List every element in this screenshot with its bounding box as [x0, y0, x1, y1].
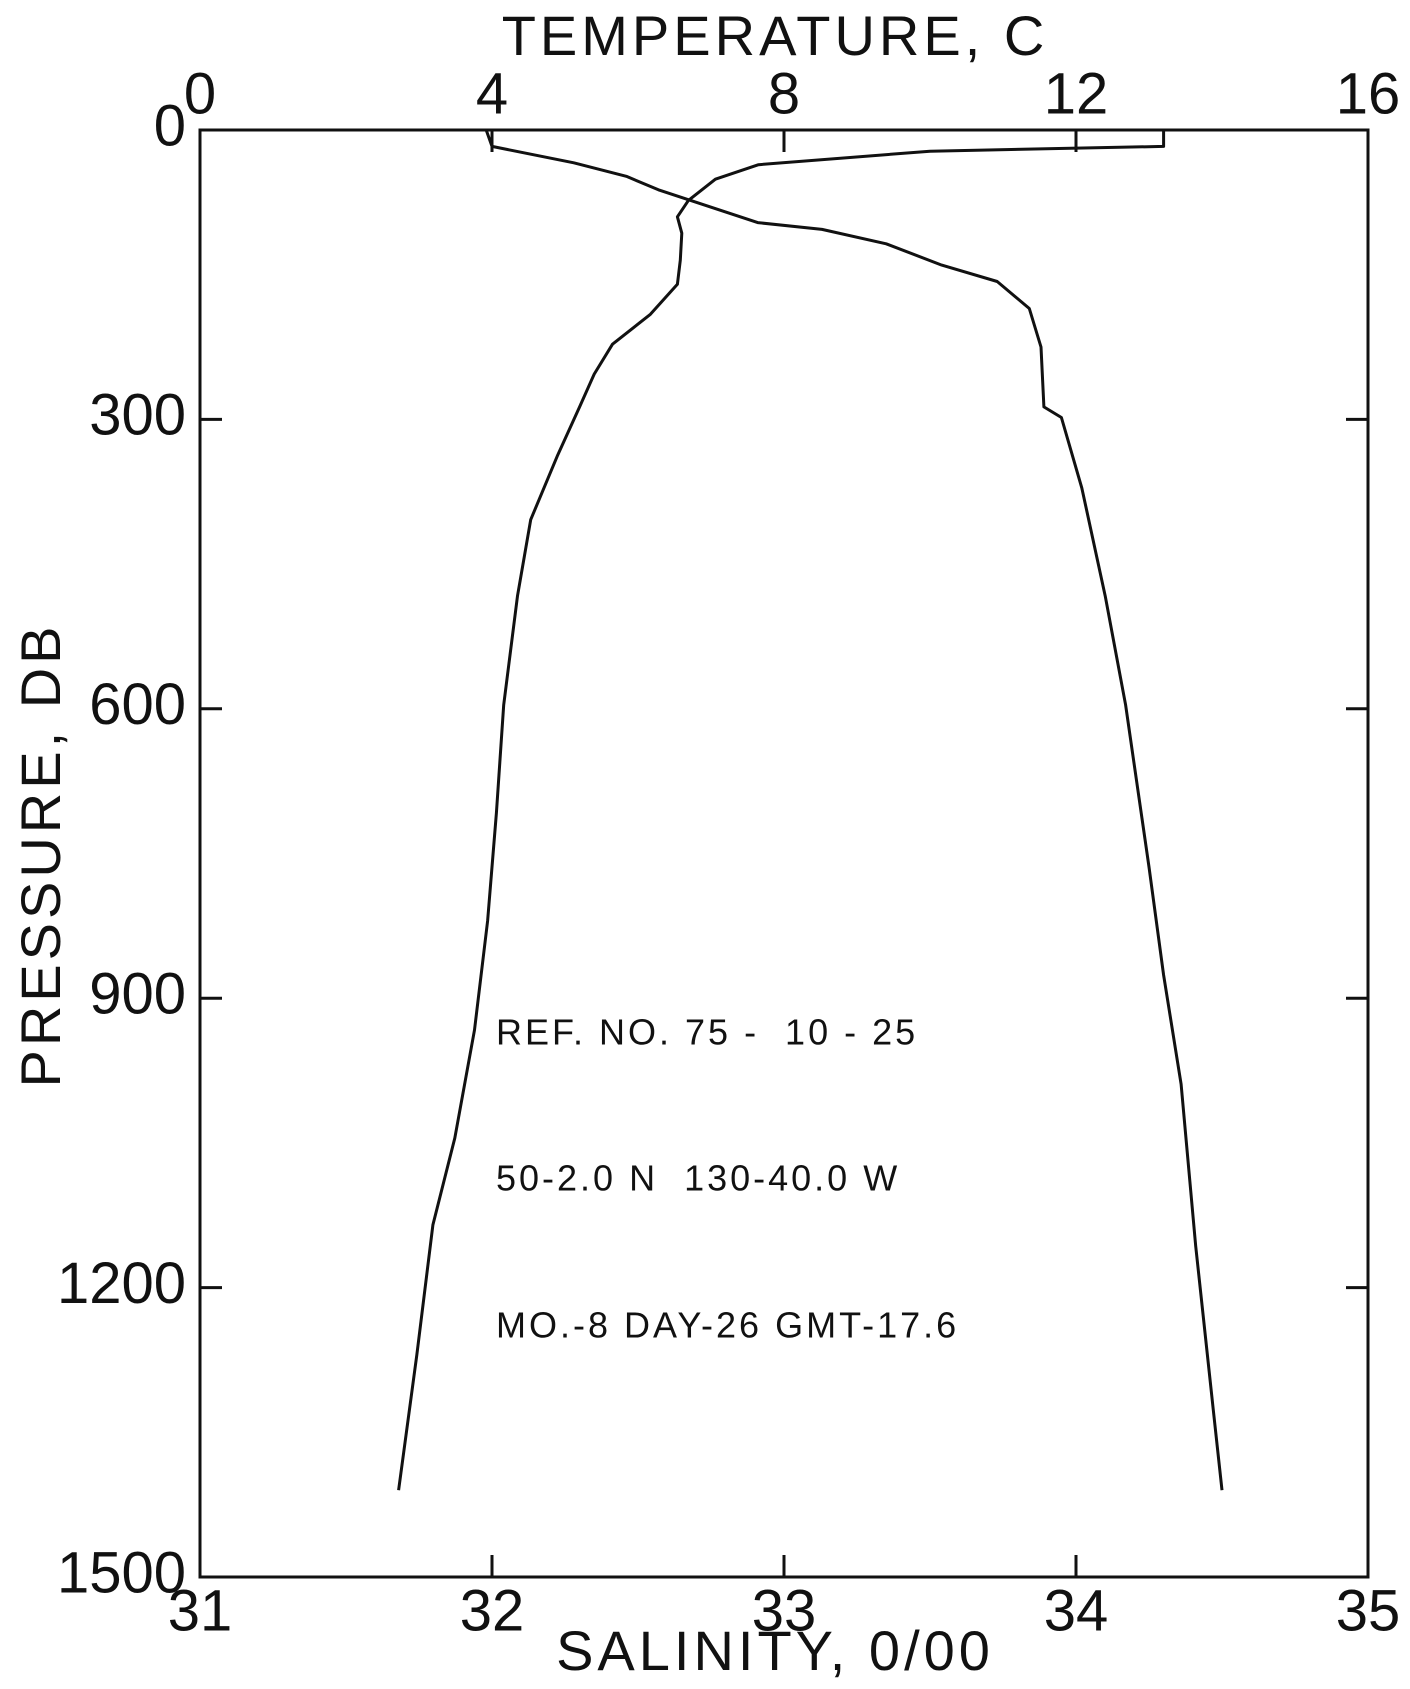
annotation: MO.-8 DAY-26 GMT-17.6 — [496, 1305, 959, 1346]
x-tick-label: 35 — [1336, 1578, 1401, 1643]
y-tick-label: 600 — [89, 672, 186, 737]
y-tick-label: 1500 — [57, 1540, 186, 1605]
x2-tick-label: 12 — [1044, 61, 1109, 126]
y-axis-title: PRESSURE, DB — [9, 623, 72, 1088]
x2-tick-label: 8 — [768, 61, 800, 126]
y-tick-label: 300 — [89, 383, 186, 448]
top-axis-title: TEMPERATURE, C — [502, 4, 1049, 67]
x2-tick-label: 0 — [184, 61, 216, 126]
x-tick-label: 32 — [460, 1578, 525, 1643]
y-tick-label: 900 — [89, 962, 186, 1027]
x2-tick-label: 16 — [1336, 61, 1401, 126]
annotation: 50-2.0 N 130-40.0 W — [496, 1158, 900, 1199]
y-tick-label: 0 — [154, 93, 186, 158]
x-tick-label: 33 — [752, 1578, 817, 1643]
x-tick-label: 34 — [1044, 1578, 1109, 1643]
y-tick-label: 1200 — [57, 1251, 186, 1316]
profile-line — [397, 130, 1166, 1491]
x2-tick-label: 4 — [476, 61, 508, 126]
bottom-axis-title: SALINITY, 0/00 — [556, 1619, 994, 1682]
plot-frame — [198, 128, 1370, 1579]
profile-line — [484, 129, 1224, 1491]
annotation: REF. NO. 75 - 10 - 25 — [496, 1012, 918, 1053]
x-tick-label: 31 — [168, 1578, 233, 1643]
